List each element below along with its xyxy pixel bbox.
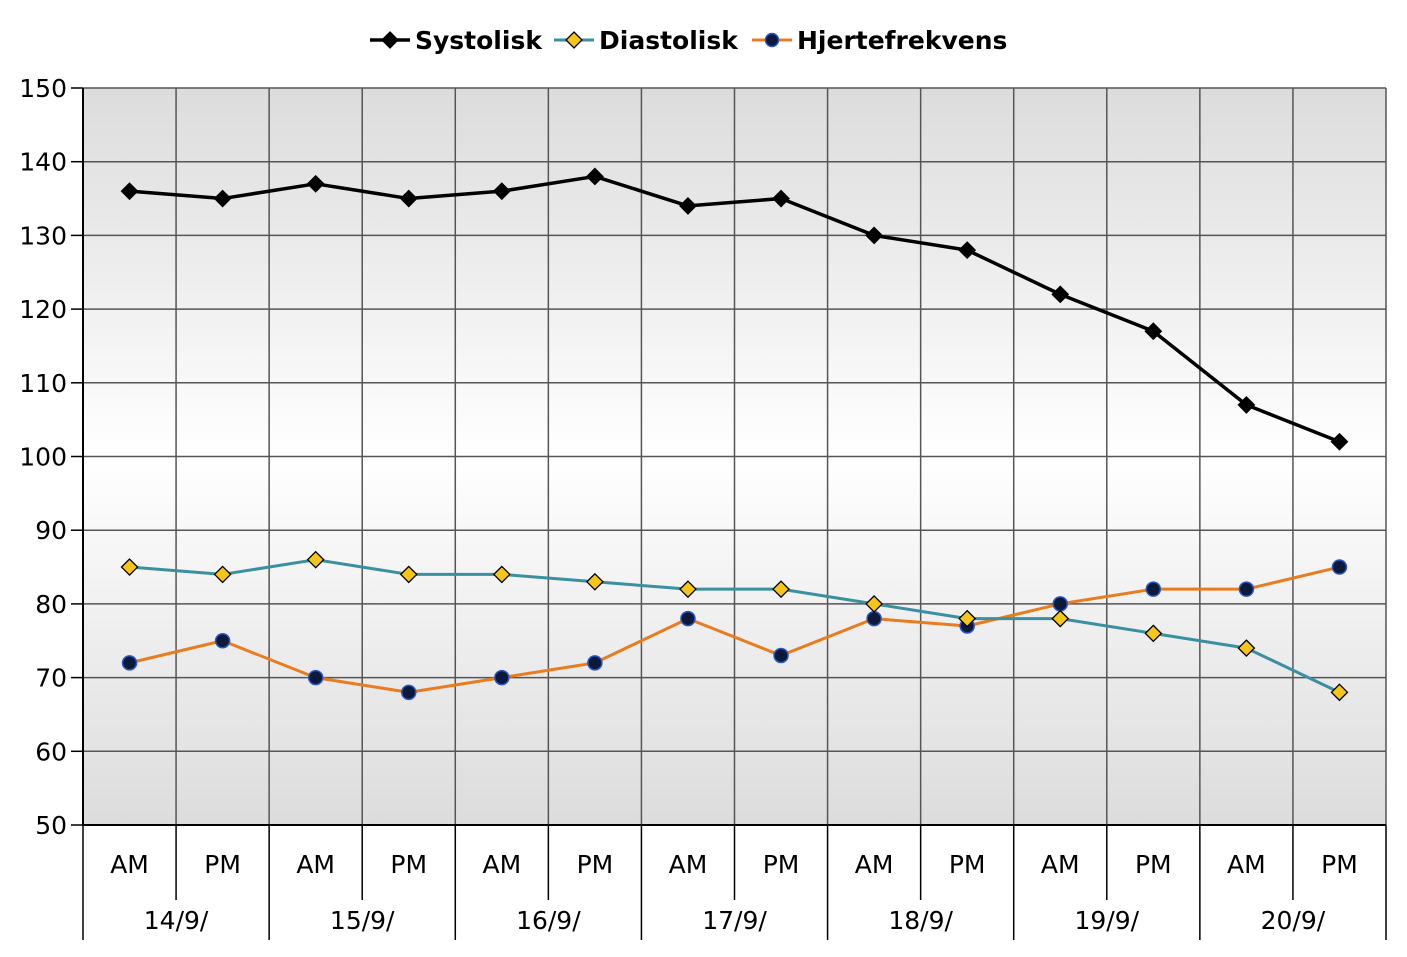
x-tick-label: AM (482, 850, 521, 879)
legend-label: Hjertefrekvens (797, 26, 1007, 55)
data-point (1145, 581, 1162, 597)
x-tick-label: PM (1321, 850, 1358, 879)
data-point (306, 174, 325, 193)
y-tick-label: 100 (19, 443, 67, 472)
data-point (865, 594, 884, 613)
y-tick-label: 140 (19, 148, 67, 177)
data-point (585, 167, 604, 186)
y-tick-label: 120 (19, 295, 67, 324)
y-tick-label: 60 (35, 737, 67, 766)
data-point (773, 647, 789, 664)
x-tick-label: AM (669, 850, 708, 879)
data-point (1330, 683, 1349, 702)
data-point (772, 580, 790, 599)
data-point (1237, 639, 1256, 658)
x-group-label: 18/9/ (888, 906, 953, 935)
series-line (129, 565, 1340, 694)
data-point (213, 189, 232, 208)
legend-marker (381, 31, 399, 49)
x-tick-label: AM (296, 850, 335, 879)
series-line (129, 558, 1341, 694)
x-tick-label: AM (110, 850, 149, 879)
y-tick-label: 110 (19, 369, 67, 398)
y-tick-label: 50 (35, 811, 67, 840)
x-tick-label: AM (1227, 850, 1266, 879)
data-point (865, 226, 884, 245)
y-tick-label: 150 (19, 74, 67, 103)
data-point (1051, 285, 1070, 304)
y-tick-label: 80 (35, 590, 67, 619)
data-point (399, 565, 418, 584)
data-point (306, 550, 325, 569)
legend-marker (764, 32, 780, 48)
data-point (492, 182, 511, 201)
data-point (1052, 596, 1068, 612)
data-point (307, 669, 324, 686)
data-point (1330, 432, 1349, 451)
y-tick-label: 90 (35, 516, 67, 545)
data-point (679, 580, 697, 599)
series-lines (129, 174, 1341, 694)
data-point (120, 558, 139, 576)
data-point (1331, 559, 1348, 575)
x-axis: AM PM AM PM AM PM AM PM AM PM AM PM AM PM 14/9/15/9/16… (82, 824, 1387, 940)
x-group-label: 14/9/ (144, 906, 209, 935)
x-tick-label: PM (1135, 850, 1172, 879)
data-point (1144, 322, 1163, 341)
x-tick-label: PM (577, 850, 614, 879)
data-point (958, 241, 977, 260)
x-tick-label: AM (855, 850, 894, 879)
x-tick-label: PM (763, 850, 800, 879)
legend-label: Systolisk (415, 26, 543, 55)
data-point (399, 189, 418, 208)
legend-marker (565, 31, 583, 49)
data-point (120, 182, 139, 201)
legend-label: Diastolisk (599, 26, 739, 55)
series-line (129, 174, 1341, 444)
y-tick-label: 70 (35, 664, 67, 693)
series-markers (120, 167, 1349, 702)
data-point (214, 633, 231, 649)
y-axis: 50 60 70 80 90 100 110 120 130 140 150 (19, 74, 84, 840)
data-point (587, 655, 603, 671)
x-group-label: 17/9/ (702, 906, 767, 935)
x-tick-label: PM (390, 850, 427, 879)
x-group-label: 16/9/ (516, 906, 581, 935)
data-point (679, 197, 697, 215)
data-point (680, 610, 696, 627)
x-group-label: 19/9/ (1074, 906, 1139, 935)
data-point (958, 609, 977, 628)
y-tick-label: 130 (19, 221, 67, 250)
data-point (492, 565, 511, 584)
legend: Systolisk Diastolisk Hjertefrekvens (370, 26, 1007, 55)
data-point (1051, 609, 1070, 628)
x-tick-label: PM (204, 850, 241, 879)
data-point (121, 655, 138, 671)
data-point (1238, 581, 1255, 597)
x-tick-label: AM (1041, 850, 1080, 879)
data-point (401, 684, 417, 701)
data-point (213, 565, 232, 584)
data-point (1237, 395, 1256, 414)
data-point (494, 669, 510, 686)
x-group-label: 15/9/ (330, 906, 395, 935)
data-point (585, 572, 604, 591)
x-tick-label: PM (949, 850, 986, 879)
x-group-label: 20/9/ (1261, 906, 1326, 935)
gridlines (82, 87, 1387, 826)
data-point (866, 610, 882, 627)
data-point (1144, 624, 1163, 643)
data-point (772, 189, 790, 208)
